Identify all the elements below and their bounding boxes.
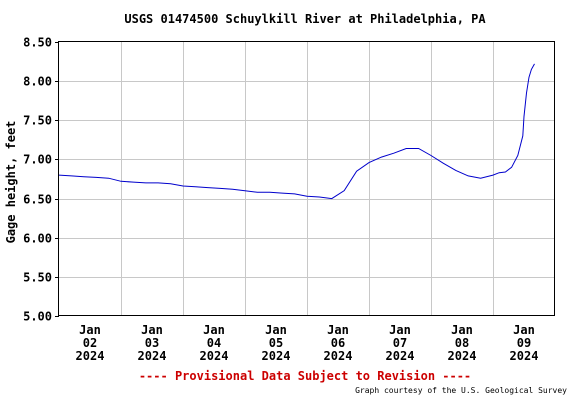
x-tick-label-line: 03 <box>145 336 159 350</box>
x-tick-label-line: Jan <box>265 323 287 337</box>
x-tick-label-line: 04 <box>207 336 221 350</box>
x-tick-label: Jan 07 2024 <box>386 323 415 363</box>
x-tick-label-line: 06 <box>331 336 345 350</box>
x-tick-label-line: Jan <box>203 323 225 337</box>
x-tick-label: Jan 09 2024 <box>510 323 539 363</box>
y-tick-labels: 5.00 5.50 6.00 6.50 7.00 7.50 8.00 8.50 <box>23 36 52 324</box>
x-tick-label-line: 2024 <box>262 349 291 363</box>
y-tick-label: 6.50 <box>23 193 52 207</box>
x-tick-label-line: Jan <box>141 323 163 337</box>
provisional-data-notice: ---- Provisional Data Subject to Revisio… <box>139 369 471 383</box>
x-tick-label-line: 2024 <box>76 349 105 363</box>
x-tick-label-line: 2024 <box>138 349 167 363</box>
y-tick-label: 7.00 <box>23 153 52 167</box>
x-tick-label-line: Jan <box>79 323 101 337</box>
y-tick-label: 7.50 <box>23 114 52 128</box>
x-tick-label-line: 2024 <box>510 349 539 363</box>
plot-frame <box>58 41 555 316</box>
x-tick-label: Jan 02 2024 <box>76 323 105 363</box>
x-tick-label-line: 08 <box>455 336 469 350</box>
y-tick-label: 5.00 <box>23 310 52 324</box>
x-tick-label-line: 2024 <box>448 349 477 363</box>
y-tick-label: 8.00 <box>23 75 52 89</box>
x-tick-label-line: Jan <box>513 323 535 337</box>
chart-title: USGS 01474500 Schuylkill River at Philad… <box>124 12 486 26</box>
gage-height-series-line <box>58 63 535 200</box>
x-tick-label-line: 2024 <box>200 349 229 363</box>
x-tick-label-line: 02 <box>83 336 97 350</box>
x-tick-label-line: Jan <box>327 323 349 337</box>
gridlines <box>55 42 555 317</box>
x-tick-label-line: 09 <box>517 336 531 350</box>
y-axis-label: Gage height, feet <box>4 121 18 244</box>
x-tick-label: Jan 08 2024 <box>448 323 477 363</box>
x-tick-label: Jan 05 2024 <box>262 323 291 363</box>
y-tick-label: 5.50 <box>23 271 52 285</box>
y-tick-label: 6.00 <box>23 232 52 246</box>
x-tick-label-line: 2024 <box>324 349 353 363</box>
y-tick-label: 8.50 <box>23 36 52 50</box>
x-tick-label-line: 2024 <box>386 349 415 363</box>
x-tick-label-line: 05 <box>269 336 283 350</box>
x-tick-label: Jan 06 2024 <box>324 323 353 363</box>
usgs-credit: Graph courtesy of the U.S. Geological Su… <box>355 386 567 395</box>
x-tick-label: Jan 04 2024 <box>200 323 229 363</box>
x-tick-label-line: 07 <box>393 336 407 350</box>
x-tick-label-line: Jan <box>389 323 411 337</box>
x-tick-label: Jan 03 2024 <box>138 323 167 363</box>
x-tick-label-line: Jan <box>451 323 473 337</box>
